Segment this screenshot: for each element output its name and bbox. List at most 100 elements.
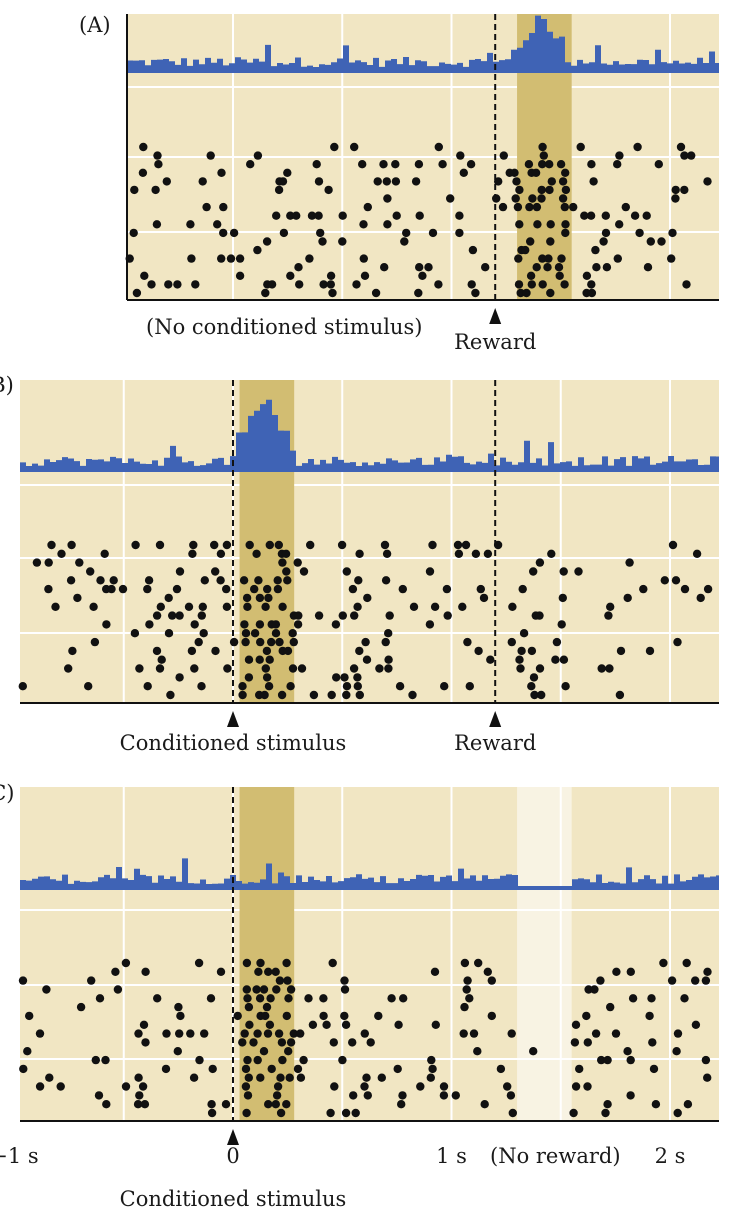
spike-dot xyxy=(244,655,254,664)
spike-dot xyxy=(451,1091,460,1100)
spike-dot xyxy=(187,646,197,656)
spike-dot xyxy=(282,1011,291,1021)
spike-dot xyxy=(75,558,84,567)
spike-dot xyxy=(96,576,105,585)
spike-dot xyxy=(267,637,276,647)
spike-dot xyxy=(296,1029,305,1038)
spike-dot xyxy=(621,202,630,212)
spike-dot xyxy=(144,576,154,585)
spike-dot xyxy=(483,967,492,976)
spike-dot xyxy=(284,994,293,1003)
x-tick-label: 0 xyxy=(226,1144,239,1168)
spike-dot xyxy=(580,211,589,220)
spike-dot xyxy=(427,1055,436,1065)
spike-dot xyxy=(518,584,527,594)
spike-dot xyxy=(281,549,291,558)
spike-dot xyxy=(460,1002,469,1012)
spike-dot xyxy=(571,1082,581,1091)
spike-dot xyxy=(494,177,503,186)
spike-dot xyxy=(272,985,281,994)
spike-dot xyxy=(145,620,154,629)
spike-dot xyxy=(243,1055,252,1065)
spike-dot xyxy=(188,549,197,558)
spike-dot xyxy=(199,629,208,638)
spike-dot xyxy=(194,958,204,968)
spike-dot xyxy=(309,690,319,700)
spike-dot xyxy=(319,1011,328,1021)
spike-dot xyxy=(511,194,520,203)
spike-dot xyxy=(481,263,490,272)
spike-dot xyxy=(265,655,274,664)
spike-dot xyxy=(353,682,362,691)
spike-dot xyxy=(200,1029,209,1038)
spike-dot xyxy=(635,228,644,238)
spike-dot xyxy=(647,994,656,1003)
spike-dot xyxy=(532,263,541,272)
spike-dot xyxy=(138,168,148,177)
spike-dot xyxy=(277,690,287,700)
spike-dot xyxy=(51,602,60,611)
spike-dot xyxy=(322,1020,331,1029)
spike-dot xyxy=(366,1038,375,1047)
spike-dot xyxy=(289,1029,298,1038)
spike-dot xyxy=(340,1011,349,1021)
spike-dot xyxy=(471,288,480,298)
spike-dot xyxy=(194,637,203,647)
spike-dot xyxy=(525,202,534,212)
spike-dot xyxy=(245,1020,254,1029)
spike-dot xyxy=(646,237,655,246)
spike-dot xyxy=(362,1073,371,1082)
spike-dot xyxy=(86,567,95,576)
spike-dot xyxy=(454,549,464,558)
spike-dot xyxy=(587,288,597,298)
spike-dot xyxy=(213,220,222,229)
spike-dot xyxy=(514,280,524,289)
spike-dot xyxy=(118,584,128,594)
spike-dot xyxy=(371,288,381,298)
spike-dot xyxy=(267,280,277,289)
spike-dot xyxy=(206,994,216,1003)
spike-dot xyxy=(164,593,173,603)
spike-dot xyxy=(330,1082,339,1091)
spike-dot xyxy=(164,629,174,638)
spike-dot xyxy=(397,1100,406,1109)
spike-dot xyxy=(538,280,547,289)
spike-dot xyxy=(543,263,552,272)
spike-dot xyxy=(286,682,295,691)
spike-dot xyxy=(18,976,28,985)
spike-dot xyxy=(673,1108,682,1118)
spike-dot xyxy=(197,611,206,620)
spike-dot xyxy=(400,237,409,246)
spike-dot xyxy=(141,1038,150,1047)
panel-c-tick-labels: −1 s 0 1 s 2 s xyxy=(0,1144,685,1168)
spike-dot xyxy=(316,228,325,238)
spike-dot xyxy=(428,228,438,238)
spike-dot xyxy=(507,1029,516,1038)
spike-dot xyxy=(615,690,625,700)
spike-dot xyxy=(524,160,534,169)
spike-dot xyxy=(261,602,270,611)
spike-dot xyxy=(359,254,368,263)
spike-dot xyxy=(267,1064,276,1074)
spike-dot xyxy=(527,682,536,691)
spike-dot xyxy=(626,1055,635,1065)
spike-dot xyxy=(253,1029,262,1038)
spike-dot xyxy=(211,646,220,656)
spike-dot xyxy=(253,1055,262,1065)
spike-dot xyxy=(526,237,535,246)
spike-dot xyxy=(558,194,568,203)
spike-dot xyxy=(428,1064,437,1074)
spike-dot xyxy=(133,1100,143,1109)
spike-dot xyxy=(256,637,265,647)
spike-dot xyxy=(584,985,593,994)
spike-dot xyxy=(455,211,464,220)
spike-dot xyxy=(623,1047,632,1056)
spike-dot xyxy=(276,1108,286,1118)
spike-dot xyxy=(242,593,252,603)
spike-dot xyxy=(152,220,162,229)
spike-dot xyxy=(198,177,207,186)
spike-dot xyxy=(216,967,226,976)
spike-dot xyxy=(261,1011,270,1021)
spike-dot xyxy=(173,280,182,289)
panel-b-reward-arrow xyxy=(489,711,502,727)
